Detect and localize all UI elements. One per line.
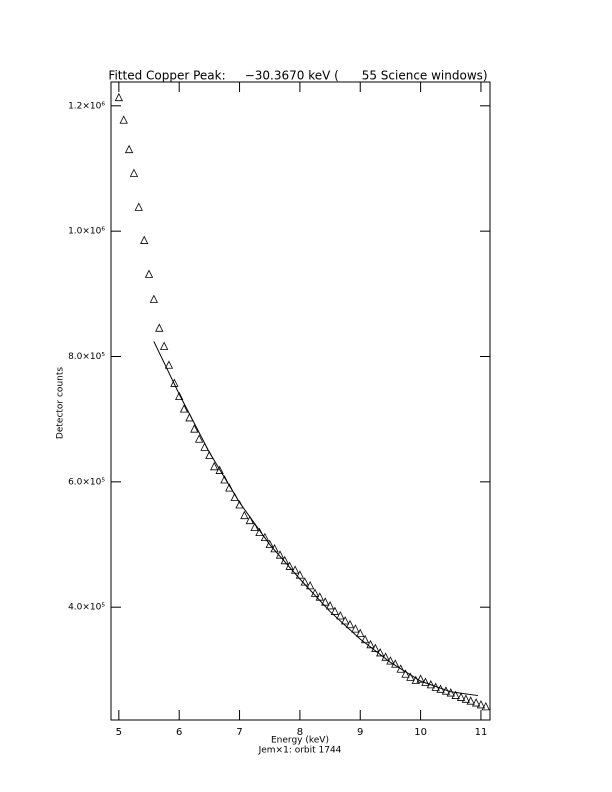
x-tick-label: 10: [414, 727, 427, 738]
plot-frame: [110, 81, 491, 721]
triangle-marker: [140, 235, 149, 244]
triangle-marker: [179, 404, 189, 413]
triangle-marker: [466, 696, 475, 705]
x-tick-label: 8: [297, 727, 303, 738]
triangle-marker: [481, 701, 490, 711]
triangle-marker: [351, 624, 360, 633]
triangle-marker: [376, 648, 385, 657]
triangle-marker: [396, 664, 405, 673]
triangle-marker: [461, 694, 471, 703]
triangle-marker: [366, 639, 375, 649]
triangle-marker: [149, 294, 158, 303]
triangle-marker: [336, 611, 345, 620]
triangle-marker: [159, 341, 169, 350]
triangle-marker: [471, 698, 481, 707]
y-tick-label: 1.2×10⁶: [68, 101, 105, 111]
triangle-marker: [341, 616, 350, 625]
y-tick-label: 4.0×10⁵: [68, 603, 105, 613]
x-axis-label: Energy (keV): [271, 736, 329, 746]
triangle-marker: [325, 601, 335, 610]
triangle-marker: [190, 424, 199, 433]
triangle-marker: [295, 570, 305, 579]
triangle-marker: [215, 465, 224, 474]
triangle-marker: [371, 643, 380, 652]
y-tick-label: 1.0×10⁶: [68, 227, 105, 237]
triangle-marker: [321, 597, 330, 606]
triangle-marker: [406, 672, 415, 681]
subtitle: Jem×1: orbit 1744: [258, 746, 342, 756]
y-tick-label: 6.0×10⁵: [68, 477, 105, 487]
x-tick-label: 11: [475, 727, 488, 738]
triangle-marker: [416, 674, 425, 683]
y-tick-label: 8.0×10⁵: [68, 352, 105, 362]
triangle-marker: [129, 168, 139, 177]
fit-line: [153, 341, 478, 697]
triangle-marker: [144, 269, 154, 278]
triangle-marker: [210, 461, 219, 471]
triangle-marker: [356, 628, 365, 637]
triangle-marker: [345, 619, 355, 629]
y-axis-label: Detector counts: [56, 367, 66, 439]
triangle-marker: [119, 115, 128, 124]
triangle-marker: [164, 360, 174, 369]
x-tick-label: 5: [116, 727, 122, 738]
triangle-marker: [411, 675, 420, 684]
triangle-marker: [250, 522, 259, 531]
triangle-marker: [446, 688, 455, 697]
triangle-marker: [260, 532, 270, 542]
triangle-marker: [170, 378, 179, 387]
triangle-marker: [330, 606, 340, 615]
triangle-marker: [134, 202, 143, 211]
triangle-marker: [265, 539, 274, 548]
triangle-marker: [240, 510, 249, 520]
triangle-marker: [114, 92, 123, 102]
triangle-marker: [194, 434, 204, 443]
triangle-marker: [124, 144, 134, 154]
triangle-marker: [401, 669, 410, 678]
triangle-marker: [456, 692, 466, 701]
x-tick-label: 6: [176, 727, 182, 738]
triangle-marker: [451, 690, 460, 699]
triangle-marker: [476, 700, 486, 709]
triangle-marker: [175, 391, 184, 401]
chart-title: Fitted Copper Peak: −30.3670 keV ( 55 Sc…: [108, 69, 487, 83]
triangle-marker: [245, 515, 254, 525]
triangle-marker: [155, 323, 164, 332]
x-tick-label: 9: [357, 727, 363, 738]
triangle-marker: [306, 580, 315, 590]
x-tick-label: 7: [236, 727, 242, 738]
